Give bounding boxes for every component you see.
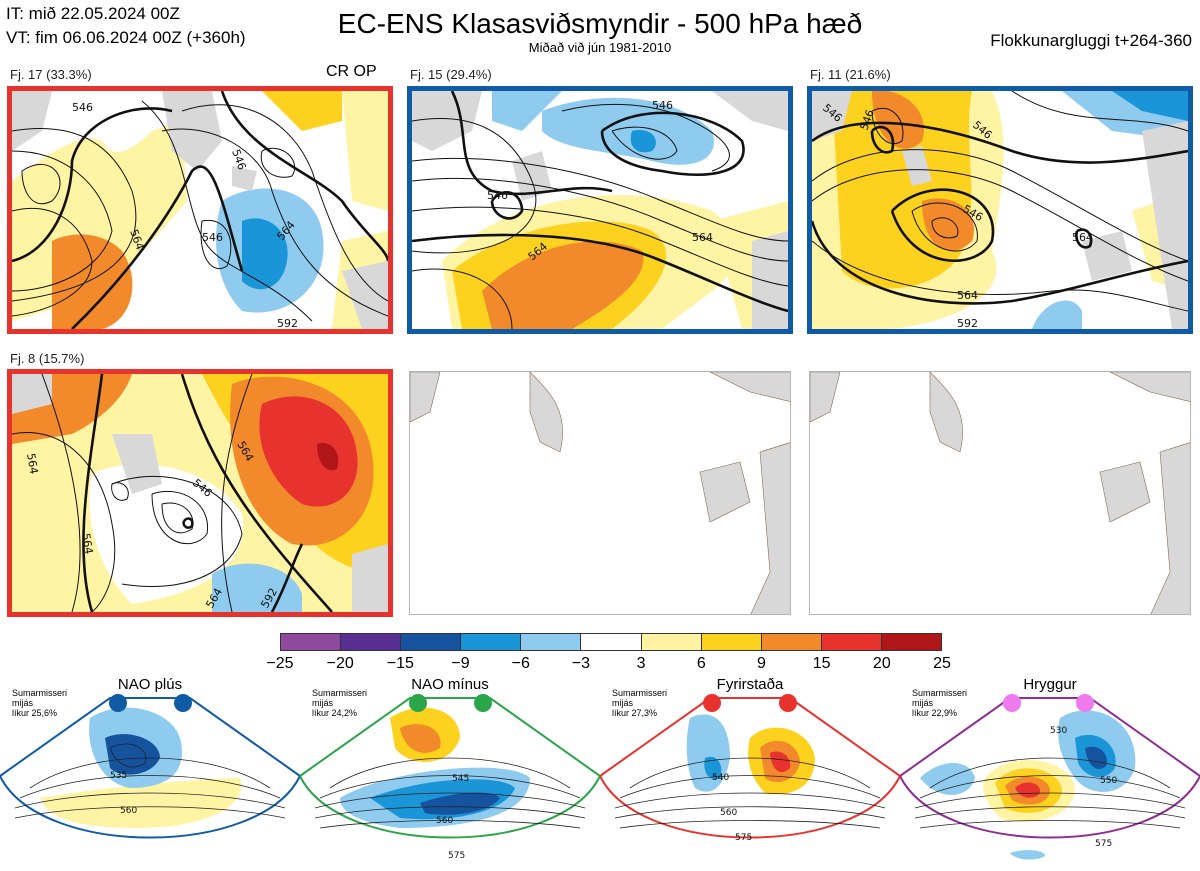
contour-label: 592 [277, 317, 298, 329]
colorbar-swatch [401, 634, 462, 650]
page-title: EC-ENS Klasasviðsmyndir - 500 hPa hæð [337, 8, 863, 39]
coastline-map [810, 372, 1190, 614]
regime-1-stats: Sumarmisseri mijás líkur 25,6% [12, 688, 68, 718]
colorbar-tick-label: −25 [266, 655, 294, 672]
colorbar-tick-label: −9 [451, 655, 470, 672]
contour-label: 575 [1095, 839, 1112, 849]
anomaly-colorbar [280, 633, 942, 651]
contour-label: 545 [452, 774, 469, 784]
regime-2-name: NAO mínus [411, 676, 489, 693]
cluster-2-map: 546 546 564 564 [407, 86, 793, 334]
contour-label: 564 [24, 452, 40, 475]
regime-ridge: 530 550 575 Hryggur Sumarmisseri mijás l… [900, 676, 1200, 871]
contour-label: 575 [448, 851, 465, 861]
colorbar-swatch [341, 634, 402, 650]
contour-label: 575 [735, 833, 752, 843]
contour-label: 546 [72, 101, 93, 114]
colorbar-tick-label: 9 [757, 655, 766, 672]
contour-label: 550 [1100, 776, 1117, 786]
cluster-1-label: Fj. 17 (33.3%) [10, 67, 92, 82]
cluster-1-field: 546 546 546 564 564 592 [12, 91, 388, 329]
cluster-3-map: 546 546 546 546 564 564 592 [807, 86, 1193, 334]
colorbar-tick-label: 20 [872, 655, 891, 672]
colorbar-swatch [761, 634, 822, 650]
cluster-1-map: 546 546 546 564 564 592 [7, 86, 393, 334]
contour-label: 564 [1072, 231, 1093, 244]
colorbar-tick-label: 25 [933, 655, 951, 672]
colorbar-swatch [821, 634, 882, 650]
coastline-map [410, 372, 790, 614]
regime-blocking: 540 560 575 Fyrirstaða Sumarmisseri mijá… [600, 676, 900, 871]
cluster-4-label: Fj. 8 (15.7%) [10, 351, 85, 366]
contour-label: 546 [487, 189, 508, 202]
contour-label: 546 [652, 99, 673, 112]
regime-2-stats: Sumarmisseri mijás líkur 24,2% [312, 688, 368, 718]
cluster-1-op-marker: CR OP [326, 63, 377, 80]
regime-3-frame [600, 697, 900, 839]
cluster-4-field: 546 564 564 564 564 592 [12, 374, 388, 612]
cluster-3-field: 546 546 546 546 564 564 592 [812, 91, 1188, 329]
contour-label: 564 [79, 532, 95, 555]
cluster-3-label: Fj. 11 (21.6%) [810, 67, 891, 82]
regime-1-name: NAO plús [117, 676, 183, 693]
regime-nao-minus: 545 560 575 NAO mínus Sumarmisseri mijás… [300, 676, 600, 871]
colorbar-swatch [521, 634, 582, 650]
init-time: IT: mið 22.05.2024 00Z [6, 4, 180, 23]
cluster-2-field: 546 546 564 564 [412, 91, 788, 329]
contour-label: 564 [692, 231, 713, 244]
colorbar-swatch [881, 634, 942, 650]
contour-label: 560 [720, 808, 737, 818]
contour-label: 530 [1050, 726, 1067, 736]
classification-window: Flokkunargluggi t+264-360 [990, 31, 1192, 50]
empty-map-panel [409, 371, 791, 615]
colorbar-swatch [461, 634, 522, 650]
regime-4-stats: Sumarmisseri mijás líkur 22,9% [912, 688, 968, 718]
colorbar-swatch [701, 634, 762, 650]
colorbar-tick-label: 6 [696, 655, 706, 672]
colorbar-tick-label: −20 [326, 655, 354, 672]
contour-label: 564 [957, 289, 978, 302]
page-subtitle: Miðað við jún 1981-2010 [528, 40, 672, 55]
contour-label: 535 [110, 771, 127, 781]
regime-4-name: Hryggur [1023, 676, 1077, 693]
colorbar-tick-label: −15 [386, 655, 414, 672]
colorbar-tick-label: 3 [636, 655, 646, 672]
colorbar-swatch [581, 634, 642, 650]
colorbar-tick-label: −6 [511, 655, 530, 672]
colorbar-swatch [641, 634, 702, 650]
colorbar-tick-label: −3 [571, 655, 591, 672]
valid-time: VT: fim 06.06.2024 00Z (+360h) [6, 28, 246, 47]
cluster-2-label: Fj. 15 (29.4%) [410, 67, 492, 82]
contour-label: 560 [436, 816, 453, 826]
regime-3-stats: Sumarmisseri mijás líkur 27,3% [612, 688, 668, 718]
regime-nao-plus: 535 560 NAO plús Sumarmisseri mijás líku… [0, 676, 300, 871]
contour-label: 540 [712, 773, 729, 783]
colorbar-swatch [281, 634, 342, 650]
regime-3-name: Fyrirstaða [716, 676, 784, 693]
contour-label: 592 [957, 317, 978, 329]
colorbar-tick-label: 15 [812, 655, 831, 672]
contour-label: 560 [120, 806, 137, 816]
contour-label: 546 [202, 231, 223, 244]
empty-map-panel [809, 371, 1191, 615]
cluster-4-map: 546 564 564 564 564 592 [7, 369, 393, 617]
